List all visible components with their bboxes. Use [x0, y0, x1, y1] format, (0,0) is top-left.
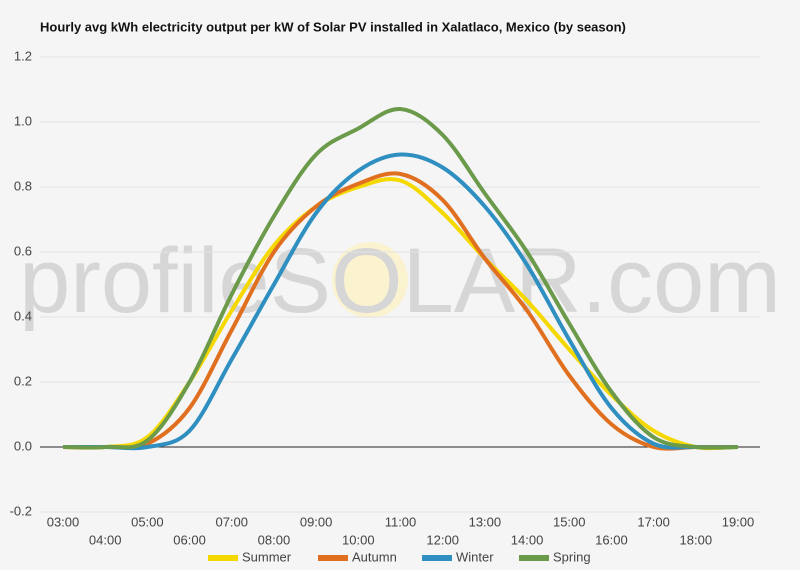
x-tick-label: 13:00: [469, 514, 502, 529]
x-tick-label: 16:00: [595, 532, 628, 547]
x-tick-label: 18:00: [680, 532, 713, 547]
x-tick-label: 07:00: [215, 514, 248, 529]
y-tick-label: 0.2: [14, 373, 32, 388]
x-tick-label: 10:00: [342, 532, 375, 547]
x-tick-label: 05:00: [131, 514, 164, 529]
y-tick-label: 0.8: [14, 178, 32, 193]
x-tick-label: 08:00: [258, 532, 291, 547]
y-tick-label: 0.0: [14, 438, 32, 453]
legend-swatch: [519, 555, 549, 561]
x-tick-label: 09:00: [300, 514, 333, 529]
y-tick-label: 1.0: [14, 113, 32, 128]
chart-title: Hourly avg kWh electricity output per kW…: [40, 19, 626, 34]
x-tick-label: 03:00: [47, 514, 80, 529]
y-tick-label: 1.2: [14, 48, 32, 63]
y-tick-label: 0.6: [14, 243, 32, 258]
x-tick-label: 12:00: [426, 532, 459, 547]
x-tick-label: 15:00: [553, 514, 586, 529]
x-tick-label: 06:00: [173, 532, 206, 547]
x-tick-label: 04:00: [89, 532, 122, 547]
x-tick-label: 11:00: [385, 514, 417, 529]
y-tick-label: 0.4: [14, 308, 32, 323]
watermark-sun: [332, 242, 408, 318]
legend-swatch: [422, 555, 452, 561]
legend-label: Autumn: [352, 549, 397, 564]
watermark: profileSOLAR.com: [19, 230, 781, 332]
x-tick-label: 14:00: [511, 532, 544, 547]
legend-label: Winter: [456, 549, 494, 564]
y-tick-label: -0.2: [10, 503, 32, 518]
series-line: [62, 106, 739, 450]
series-line: [63, 152, 739, 451]
legend-swatch: [208, 555, 238, 561]
series-line: [62, 171, 738, 451]
x-tick-label: 17:00: [637, 514, 670, 529]
x-tick-label: 19:00: [722, 514, 755, 529]
legend-swatch: [318, 555, 348, 561]
legend-label: Spring: [553, 549, 591, 564]
legend-label: Summer: [242, 549, 292, 564]
